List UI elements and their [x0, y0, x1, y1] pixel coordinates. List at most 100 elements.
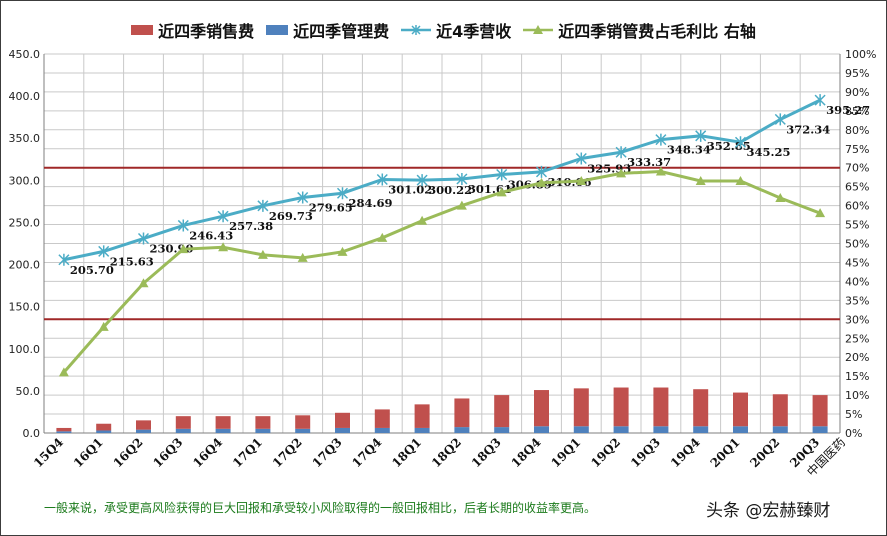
marker-ratio — [257, 249, 268, 259]
x-tick-label: 18Q3 — [469, 435, 504, 470]
x-tick-label: 17Q2 — [270, 435, 305, 470]
marker-ratio — [616, 168, 627, 178]
bar-sales — [175, 416, 191, 429]
legend-swatch-sales — [131, 25, 154, 35]
marker-revenue — [217, 210, 229, 223]
data-label-revenue: 348.34 — [667, 143, 711, 157]
bar-sales — [653, 387, 669, 427]
marker-ratio — [337, 246, 348, 256]
x-tick-label: 15Q4 — [31, 435, 66, 470]
marker-ratio — [536, 177, 547, 187]
marker-revenue — [814, 94, 826, 107]
y-tick-label: 50.0 — [16, 385, 41, 398]
y2-tick-label: 95% — [845, 67, 869, 80]
x-tick-label: 18Q2 — [429, 435, 464, 470]
data-label-revenue: 372.34 — [786, 122, 830, 136]
data-label-revenue: 333.37 — [627, 155, 671, 169]
legend-item-sales: 近四季销售费 — [131, 18, 254, 42]
x-tick-label: 19Q3 — [628, 435, 663, 470]
y2-tick-label: 60% — [845, 200, 869, 213]
x-tick-label: 16Q3 — [150, 435, 185, 470]
bar-admin — [653, 426, 669, 433]
x-tick-label: 18Q4 — [509, 435, 544, 470]
y2-tick-label: 15% — [845, 370, 869, 383]
x-tick-label: 20Q2 — [747, 435, 782, 470]
x-tick-label: 18Q1 — [389, 435, 424, 470]
y2-tick-label: 75% — [845, 143, 869, 156]
y2-tick-label: 50% — [845, 238, 869, 251]
line-ratio — [62, 169, 821, 374]
data-label-revenue: 300.22 — [428, 183, 472, 197]
bar-admin — [613, 426, 629, 433]
footnote: 一般来说，承受更高风险获得的巨大回报和承受较小风险取得的一般回报相比，后者长期的… — [44, 501, 597, 515]
legend-swatch-admin — [266, 25, 289, 35]
bar-sales — [96, 423, 112, 431]
marker-revenue — [496, 168, 508, 181]
x-tick-label: 20Q1 — [708, 435, 743, 470]
y-tick-label: 250.0 — [9, 216, 41, 229]
marker-ratio — [815, 208, 826, 218]
y-tick-label: 150.0 — [9, 301, 41, 314]
bar-sales — [335, 412, 350, 428]
bar-sales — [772, 394, 788, 427]
marker-ratio — [178, 244, 189, 254]
marker-ratio — [576, 175, 587, 185]
x-tick-label: 17Q3 — [310, 435, 345, 470]
y2-tick-label: 25% — [845, 332, 869, 345]
bar-sales — [56, 427, 72, 432]
marker-revenue — [336, 187, 349, 200]
data-label-revenue: 215.63 — [110, 254, 154, 268]
marker-ratio — [297, 252, 308, 262]
y2-tick-label: 5% — [845, 408, 862, 421]
data-label-revenue: 284.69 — [349, 196, 393, 210]
marker-revenue — [297, 191, 309, 204]
data-label-revenue: 395.27 — [826, 103, 870, 117]
x-tick-label: 17Q4 — [349, 435, 384, 470]
y2-tick-label: 20% — [845, 351, 869, 364]
y-tick-label: 100.0 — [9, 343, 41, 356]
y2-tick-label: 0% — [845, 427, 862, 440]
y2-tick-label: 35% — [845, 294, 869, 307]
marker-revenue — [695, 129, 707, 142]
data-label-revenue: 345.25 — [747, 145, 791, 159]
bar-admin — [335, 427, 350, 433]
marker-revenue — [58, 253, 70, 266]
y2-tick-label: 70% — [845, 162, 869, 175]
bar-admin — [494, 427, 510, 433]
marker-revenue — [655, 133, 667, 146]
marker-ratio — [775, 193, 786, 203]
marker-ratio — [695, 175, 706, 185]
y2-tick-label: 100% — [845, 48, 876, 61]
x-tick-label: 19Q2 — [588, 435, 623, 470]
legend-label-admin: 近四季管理费 — [293, 22, 390, 41]
legend-marker-revenue — [401, 25, 432, 35]
y2-tick-label: 30% — [845, 313, 869, 326]
bar-admin — [772, 426, 788, 433]
chart-legend: 近四季销售费 近四季管理费 近4季营收 近四季销管费占毛利比 右轴 — [0, 18, 887, 42]
bar-sales — [295, 415, 311, 429]
bar-admin — [374, 427, 390, 433]
marker-revenue — [416, 174, 428, 187]
bar-sales — [414, 404, 430, 428]
bar-sales — [136, 420, 151, 430]
marker-revenue — [774, 113, 786, 126]
bar-sales — [693, 389, 709, 427]
bar-sales — [733, 392, 748, 427]
bar-admin — [573, 426, 589, 433]
marker-revenue — [376, 173, 388, 186]
marker-revenue — [98, 245, 110, 258]
bar-sales — [494, 395, 510, 428]
y-tick-label: 0.0 — [23, 427, 41, 440]
data-label-revenue: 205.70 — [70, 263, 114, 277]
y2-tick-label: 80% — [845, 124, 869, 137]
x-tick-label: 16Q2 — [111, 435, 146, 470]
marker-ratio — [98, 321, 109, 331]
marker-ratio — [417, 215, 428, 225]
legend-label-revenue: 近4季营收 — [436, 22, 512, 41]
bar-sales — [534, 390, 549, 427]
x-tick-label: 17Q1 — [230, 435, 265, 470]
bar-sales — [215, 416, 231, 429]
bar-admin — [215, 428, 231, 433]
marker-ratio — [496, 187, 507, 197]
